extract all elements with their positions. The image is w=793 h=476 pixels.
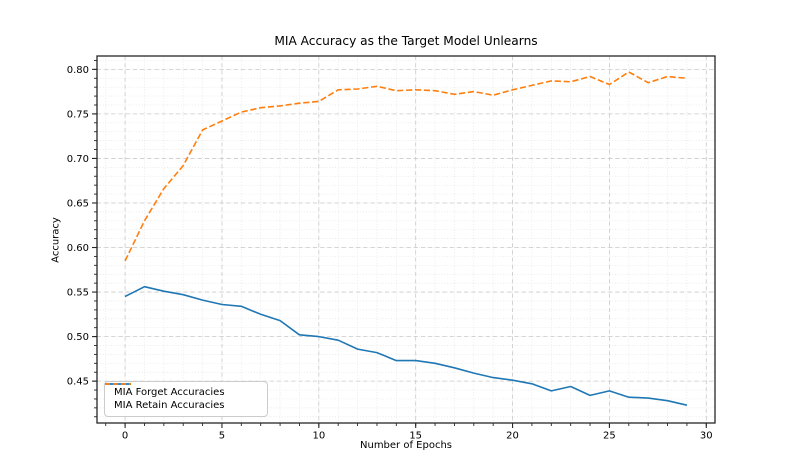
x-axis-label: Number of Epochs xyxy=(360,440,452,451)
forget-series-line xyxy=(124,285,688,406)
x-tick-label: 5 xyxy=(219,431,225,442)
x-tick-label: 0 xyxy=(122,431,128,442)
y-tick-label: 0.60 xyxy=(67,243,89,254)
y-tick-label: 0.70 xyxy=(67,154,89,165)
y-tick-label: 0.75 xyxy=(67,109,89,120)
y-tick-label: 0.50 xyxy=(67,332,89,343)
retain-series-line xyxy=(124,71,687,262)
y-axis-label: Accuracy xyxy=(50,217,62,263)
x-tick-label: 20 xyxy=(506,431,519,442)
legend-item-retain: MIA Retain Accuracies xyxy=(105,383,259,412)
legend-label-forget: MIA Forget Accuracies xyxy=(114,387,225,398)
x-tick-label: 25 xyxy=(603,431,616,442)
chart-title: MIA Accuracy as the Target Model Unlearn… xyxy=(274,34,538,48)
x-tick-label: 15 xyxy=(409,431,422,442)
legend: MIA Forget Accuracies MIA Retain Accurac… xyxy=(104,381,268,417)
retain-line-sample xyxy=(105,383,131,385)
legend-label-retain: MIA Retain Accuracies xyxy=(114,400,225,411)
y-tick-label: 0.80 xyxy=(67,65,89,76)
x-tick-label: 10 xyxy=(312,431,325,442)
y-tick-label: 0.55 xyxy=(67,288,89,299)
axes-frame xyxy=(96,55,716,424)
legend-item-forget: MIA Forget Accuracies xyxy=(105,383,259,399)
y-tick-label: 0.65 xyxy=(67,198,89,209)
y-tick-label: 0.45 xyxy=(67,377,89,388)
x-tick-label: 30 xyxy=(700,431,713,442)
